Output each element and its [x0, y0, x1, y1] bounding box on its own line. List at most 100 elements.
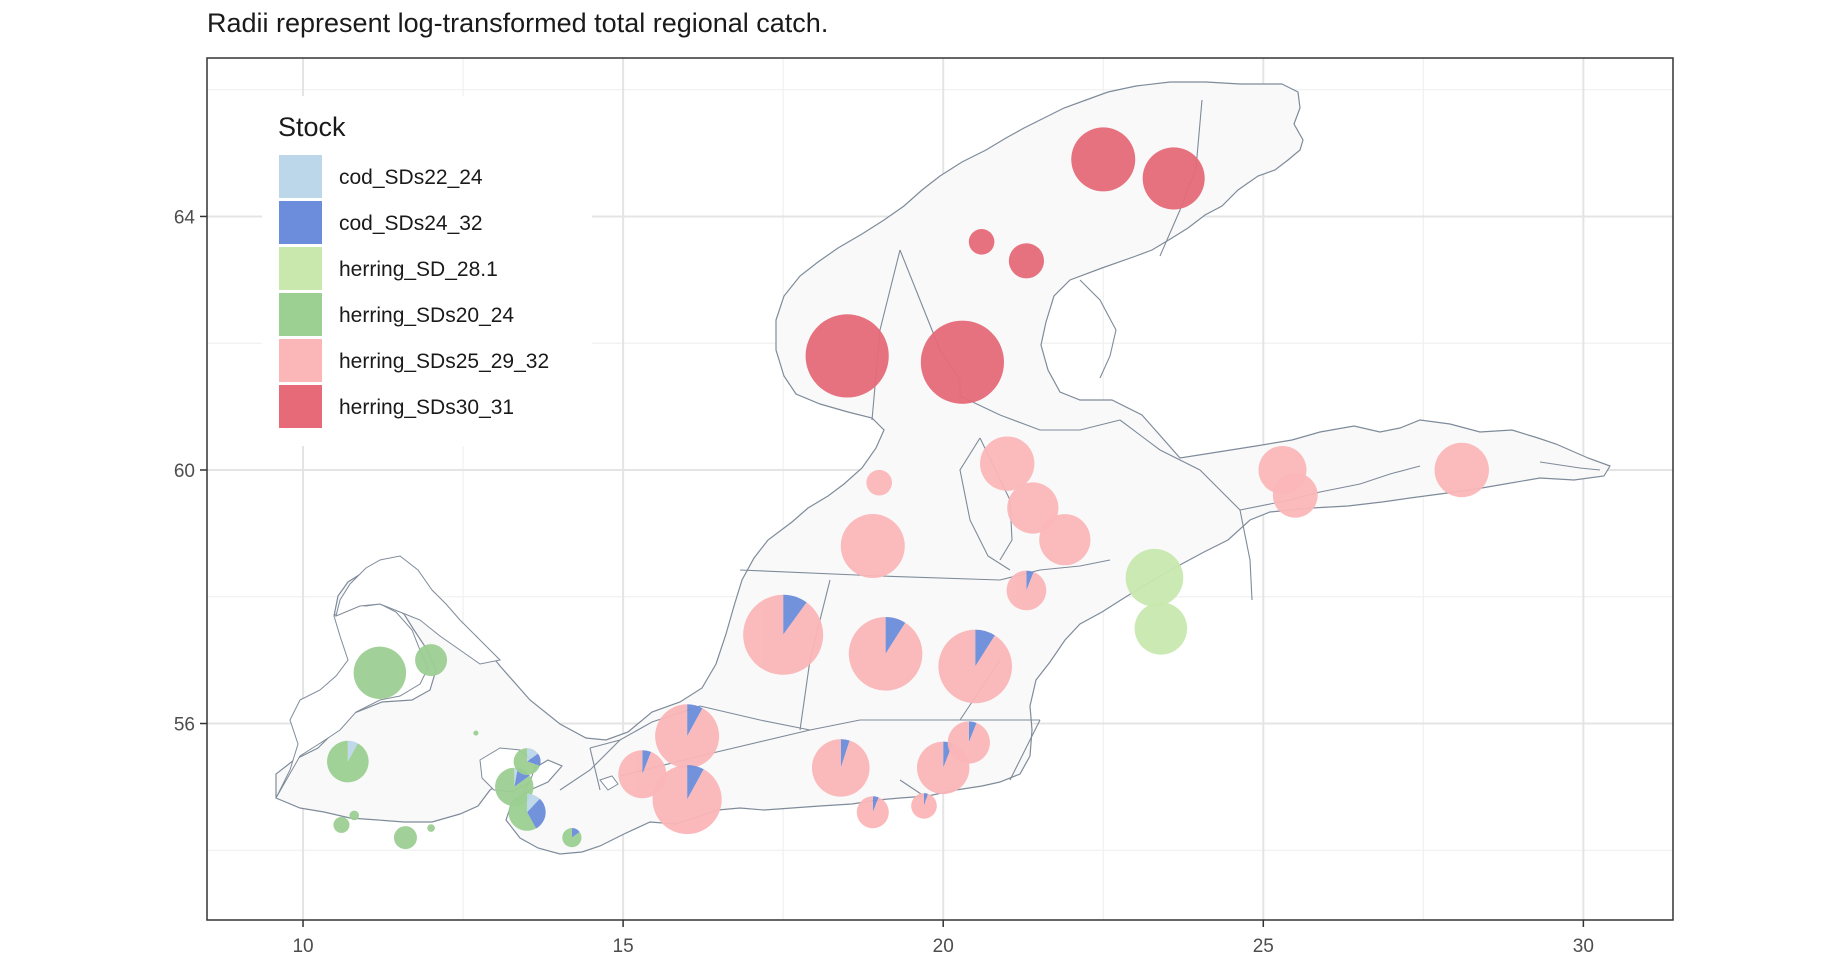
x-tick-label: 20	[933, 936, 954, 957]
pie-0	[1071, 127, 1136, 192]
pie-slice	[327, 740, 369, 783]
pie-slice	[473, 730, 479, 736]
pie-18	[848, 616, 923, 691]
pie-20	[353, 646, 407, 700]
pie-29	[911, 793, 937, 819]
pie-slice	[562, 828, 582, 848]
pie-36	[333, 816, 350, 833]
pie-8	[1007, 482, 1059, 534]
legend-item: herring_SDs25_29_32	[279, 339, 549, 382]
pie-slice	[811, 739, 870, 797]
gulf-of-finland-inner	[1539, 461, 1601, 471]
pie-27	[947, 721, 990, 764]
pie-2	[968, 229, 995, 255]
x-tick-label: 25	[1253, 936, 1274, 957]
legend-swatch	[279, 339, 322, 382]
pie-24	[652, 765, 722, 835]
pie-15	[1125, 548, 1184, 607]
legend-label: cod_SDs22_24	[339, 166, 483, 189]
pie-14	[1006, 570, 1047, 611]
pie-slice	[1134, 602, 1188, 655]
pie-slice	[848, 616, 923, 691]
pie-12	[1272, 472, 1318, 518]
pie-28	[856, 796, 889, 829]
pie-slice	[920, 320, 1005, 404]
pie-5	[920, 320, 1005, 404]
legend-title: Stock	[278, 112, 346, 142]
pie-19	[938, 629, 1013, 704]
pie-slice	[1039, 514, 1091, 566]
pie-30	[327, 740, 369, 783]
sweden-west-coast	[335, 555, 502, 665]
pie-slice	[514, 767, 518, 787]
pie-slice	[947, 721, 990, 764]
pie-slice	[1434, 442, 1489, 498]
pie-slice	[393, 826, 417, 850]
legend-item: herring_SD_28.1	[279, 247, 498, 290]
pie-25	[811, 739, 870, 797]
legend-label: cod_SDs24_32	[339, 212, 483, 235]
pie-slice	[980, 436, 1035, 491]
pie-slice	[911, 793, 937, 819]
pie-13	[1434, 442, 1489, 498]
pie-slice	[508, 793, 537, 831]
pie-38	[427, 824, 435, 832]
pie-slice	[333, 816, 350, 833]
pie-slice	[885, 616, 906, 654]
pie-17	[743, 594, 824, 675]
legend-swatch	[279, 247, 322, 290]
pie-slice	[513, 748, 540, 775]
pie-slice	[415, 644, 448, 677]
pie-35	[393, 826, 417, 850]
pie-slice	[353, 646, 407, 700]
y-tick-label: 64	[174, 207, 196, 228]
legend-label: herring_SDs30_31	[339, 396, 514, 419]
pie-slice	[1071, 127, 1136, 192]
x-tick-label: 15	[613, 936, 634, 957]
pie-slice	[938, 629, 1013, 704]
legend-item: herring_SDs20_24	[279, 293, 514, 336]
pie-slice	[805, 314, 889, 398]
pie-slice	[1008, 243, 1045, 279]
pie-37	[349, 810, 360, 821]
pie-22	[655, 704, 720, 769]
pie-3	[1008, 243, 1045, 279]
pie-slice	[840, 739, 850, 768]
pie-slice	[347, 740, 358, 762]
pie-slice	[840, 514, 905, 579]
legend-label: herring_SDs25_29_32	[339, 350, 549, 373]
pie-10	[840, 514, 905, 579]
pie-slice	[1272, 472, 1318, 518]
legend: Stock cod_SDs22_24 cod_SDs24_32 herring_SD…	[262, 96, 592, 446]
legend-swatch	[279, 385, 322, 428]
pie-slice	[571, 828, 580, 838]
pie-slice	[652, 765, 722, 835]
pie-slice	[783, 594, 807, 635]
pie-slice	[687, 765, 704, 800]
pie-16	[1134, 602, 1188, 655]
pie-slice	[527, 753, 541, 766]
pie-slice	[923, 793, 928, 806]
pie-slice	[872, 796, 879, 813]
pie-slice	[1007, 482, 1059, 534]
legend-item: cod_SDs22_24	[279, 155, 483, 198]
pie-slice	[349, 810, 360, 821]
pie-1	[1142, 147, 1205, 210]
legend-swatch	[279, 293, 322, 336]
legend-item: cod_SDs24_32	[279, 201, 483, 244]
pie-slice	[1006, 570, 1047, 611]
pie-21	[415, 644, 448, 677]
legend-items: cod_SDs22_24 cod_SDs24_32 herring_SD_28.1h…	[279, 155, 549, 428]
legend-item: herring_SDs30_31	[279, 385, 514, 428]
y-tick-label: 56	[174, 715, 195, 736]
pie-32	[513, 748, 541, 775]
pie-9	[1039, 514, 1091, 566]
pie-slice	[618, 750, 667, 799]
pie-7	[866, 469, 892, 496]
pie-33	[508, 793, 546, 831]
legend-swatch	[279, 201, 322, 244]
panel-border	[206, 57, 1674, 921]
pie-39	[473, 730, 479, 736]
pie-34	[562, 828, 582, 848]
